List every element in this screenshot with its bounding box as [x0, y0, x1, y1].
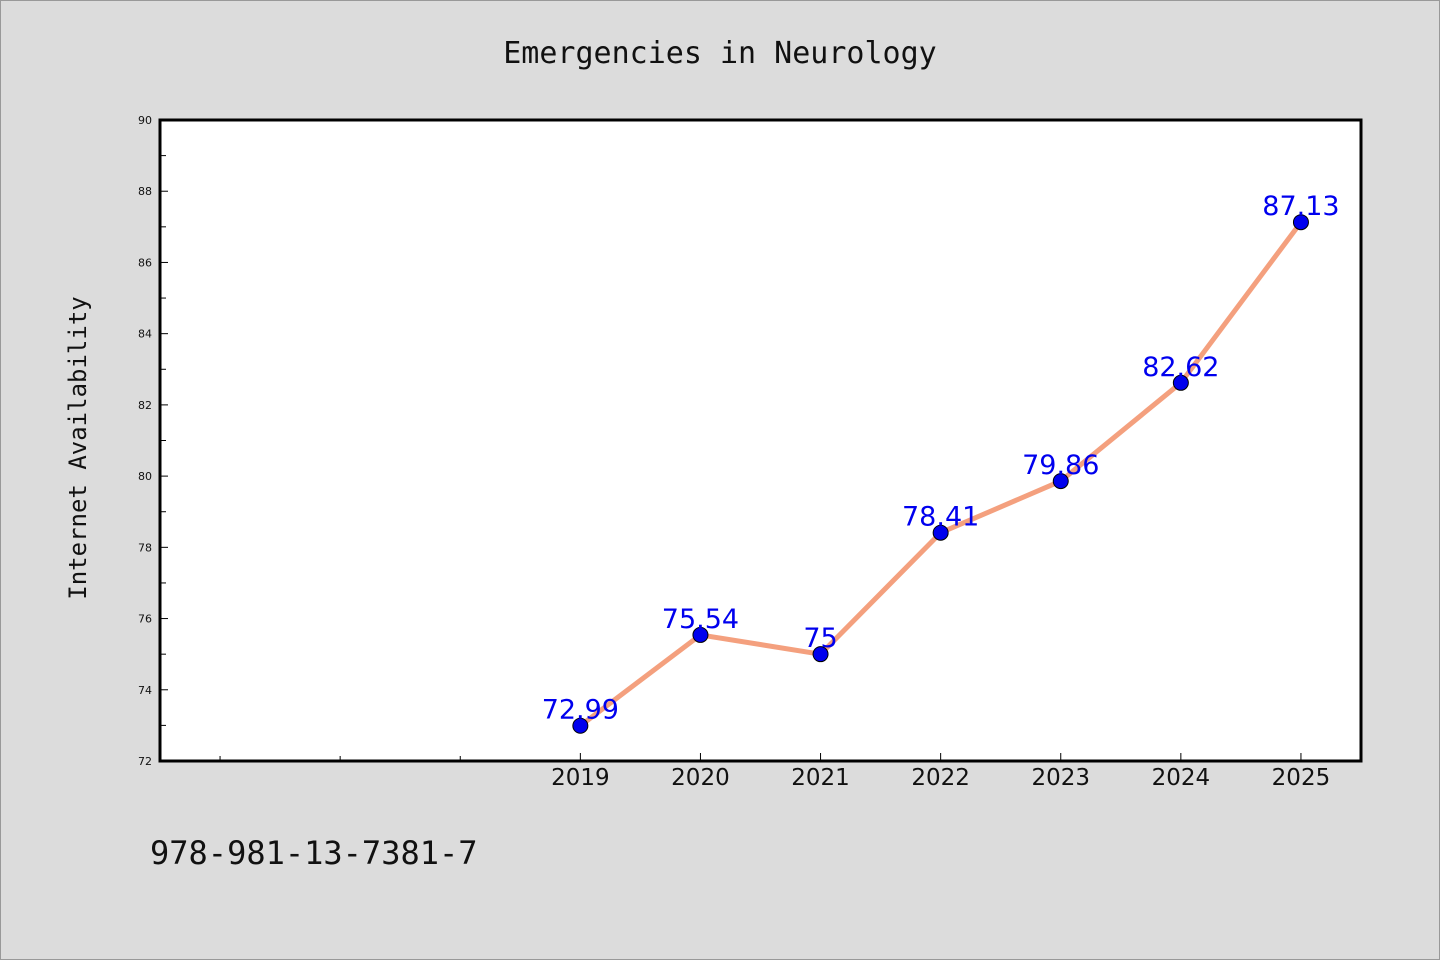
data-label: 75	[803, 623, 837, 654]
y-tick-label: 82	[138, 399, 152, 412]
y-axis-label: Internet Availability	[64, 296, 92, 599]
chart-title: Emergencies in Neurology	[503, 36, 936, 71]
data-point	[572, 717, 589, 734]
data-label: 75.54	[662, 604, 739, 635]
y-tick-label: 88	[138, 185, 152, 198]
x-tick-label: 2019	[551, 765, 610, 791]
y-tick-label: 86	[138, 256, 152, 269]
y-tick-label: 74	[138, 684, 152, 697]
x-tick-label: 2021	[791, 765, 850, 791]
x-tick-label: 2023	[1031, 765, 1090, 791]
x-tick-label: 2024	[1152, 765, 1211, 791]
y-tick-label: 72	[138, 755, 152, 768]
data-label: 82.62	[1142, 352, 1219, 383]
y-tick-label: 80	[138, 470, 152, 483]
data-label: 87.13	[1262, 191, 1339, 222]
data-point	[812, 646, 829, 663]
x-tick-label: 2020	[671, 765, 730, 791]
data-label: 79.86	[1022, 450, 1099, 481]
data-label: 78.41	[902, 502, 979, 533]
data-point	[1052, 473, 1069, 490]
y-tick-label: 84	[138, 328, 152, 341]
data-point	[1292, 214, 1309, 231]
isbn-footer: 978-981-13-7381-7	[150, 834, 478, 872]
data-label: 72.99	[542, 695, 619, 726]
data-point	[1172, 374, 1189, 391]
y-tick-label: 76	[138, 613, 152, 626]
y-tick-label: 78	[138, 541, 152, 554]
chart-marks: 72 74 76 78 80 82 84 86 88 90 2019 2020 2021 2022 2023…	[138, 114, 1340, 791]
x-tick-label: 2022	[911, 765, 970, 791]
y-tick-label: 90	[138, 114, 152, 127]
plot-area	[158, 118, 1363, 763]
data-point	[692, 626, 709, 643]
x-tick-label: 2025	[1272, 765, 1331, 791]
data-point	[932, 524, 949, 541]
